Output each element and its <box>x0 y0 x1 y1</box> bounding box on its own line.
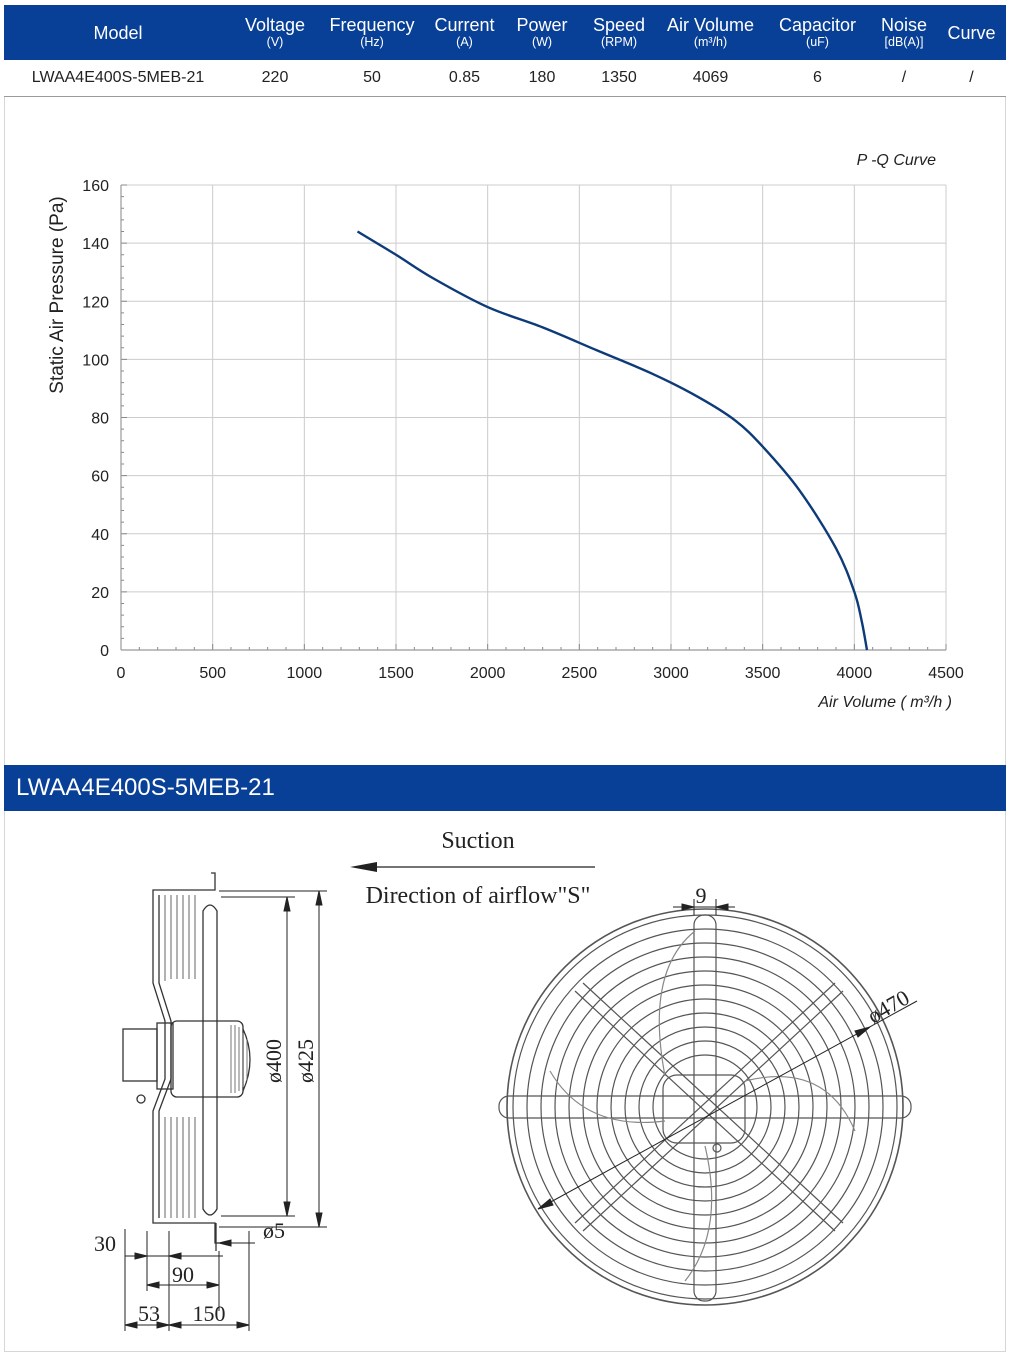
header-speed: Speed (RPM) <box>592 15 646 49</box>
cell-curve: / <box>969 69 974 86</box>
dim-53-label: 53 <box>138 1301 160 1326</box>
cell-capacitor: 6 <box>813 69 822 86</box>
x-tick-label: 4500 <box>928 665 964 682</box>
spec-table-row: LWAA4E400S-5MEB-21 220 50 0.85 180 1350 … <box>4 60 1006 97</box>
y-tick-label: 160 <box>82 178 109 195</box>
suction-label: Suction <box>441 828 514 854</box>
y-tick-label: 140 <box>82 236 109 253</box>
x-tick-label: 1500 <box>378 665 414 682</box>
header-frequency: Frequency (Hz) <box>329 15 415 49</box>
x-tick-label: 3000 <box>653 665 689 682</box>
dim-9-label: 9 <box>696 883 707 908</box>
x-axis-label: Air Volume ( m³/h ) <box>817 694 952 711</box>
y-tick-label: 0 <box>100 643 109 660</box>
cell-frequency: 50 <box>363 69 381 86</box>
header-curve: Curve <box>947 22 996 43</box>
airflow-arrow <box>350 862 595 872</box>
dim-470-label: ø470 <box>863 985 914 1029</box>
y-tick-label: 100 <box>82 352 109 369</box>
dim-5-label: ø5 <box>263 1218 285 1243</box>
y-tick-label: 120 <box>82 294 109 311</box>
pq-chart-panel: 0 500 1000 1500 2000 2500 3000 3500 4000 4500 0 20… <box>4 97 1006 765</box>
spec-table-header: Model Voltage (V) Frequency (Hz) Current (A… <box>4 5 1006 60</box>
cell-voltage: 220 <box>261 69 289 86</box>
y-axis-label: Static Air Pressure (Pa) <box>47 196 68 393</box>
dim-90-label: 90 <box>172 1262 194 1287</box>
header-capacitor: Capacitor (uF) <box>778 15 857 49</box>
chart-grid <box>121 184 947 650</box>
y-tick-label: 60 <box>91 469 109 486</box>
dim-30-label: 30 <box>94 1231 116 1256</box>
header-current: Current (A) <box>434 15 495 49</box>
spec-table: Model Voltage (V) Frequency (Hz) Current (A… <box>4 5 1006 97</box>
chart-axes <box>120 185 946 651</box>
header-noise: Noise [dB(A)] <box>880 15 928 49</box>
x-tick-label: 3500 <box>745 665 781 682</box>
x-tick-label: 4000 <box>837 665 873 682</box>
fan-front-view <box>498 908 912 1306</box>
x-tick-label: 2500 <box>562 665 598 682</box>
side-view-dimensions <box>124 890 327 1331</box>
header-voltage: Voltage (V) <box>244 15 306 49</box>
dimension-drawing: Suction Direction of airflow"S" <box>94 828 918 1331</box>
x-tick-label: 2000 <box>470 665 506 682</box>
airflow-direction-label: Direction of airflow"S" <box>366 883 591 909</box>
header-air-volume: Air Volume (m³/h) <box>666 15 755 49</box>
chart-series <box>356 230 869 651</box>
dim-400-label: ø400 <box>261 1039 286 1083</box>
pq-chart: 0 500 1000 1500 2000 2500 3000 3500 4000 4500 0 20… <box>47 152 964 711</box>
x-tick-labels: 0 500 1000 1500 2000 2500 3000 3500 4000 4500 <box>117 665 964 682</box>
fan-side-view <box>122 872 251 1251</box>
cell-noise: / <box>901 69 907 86</box>
x-tick-label: 1000 <box>287 665 323 682</box>
section-title-bar: LWAA4E400S-5MEB-21 <box>4 765 1006 811</box>
x-tick-label: 500 <box>199 665 226 682</box>
dimension-drawing-panel: Suction Direction of airflow"S" <box>4 811 1006 1352</box>
cell-model: LWAA4E400S-5MEB-21 <box>31 69 205 86</box>
dim-425-label: ø425 <box>293 1039 318 1083</box>
cell-speed: 1350 <box>601 69 637 86</box>
y-tick-label: 40 <box>91 527 109 544</box>
header-model: Model <box>93 22 143 43</box>
y-tick-label: 20 <box>91 585 109 602</box>
x-tick-label: 0 <box>117 665 126 682</box>
cell-power: 180 <box>528 69 556 86</box>
dim-150-label: 150 <box>193 1301 226 1326</box>
cell-air-volume: 4069 <box>692 69 729 86</box>
front-view-dimensions <box>537 899 918 1210</box>
cell-current: 0.85 <box>448 69 481 86</box>
y-tick-label: 80 <box>91 411 109 428</box>
chart-title: P -Q Curve <box>857 152 937 169</box>
section-title: LWAA4E400S-5MEB-21 <box>16 774 275 801</box>
y-tick-labels: 0 20 40 60 80 100 120 140 160 <box>82 178 109 660</box>
pq-curve-line <box>356 230 869 651</box>
header-power: Power (W) <box>516 15 568 49</box>
